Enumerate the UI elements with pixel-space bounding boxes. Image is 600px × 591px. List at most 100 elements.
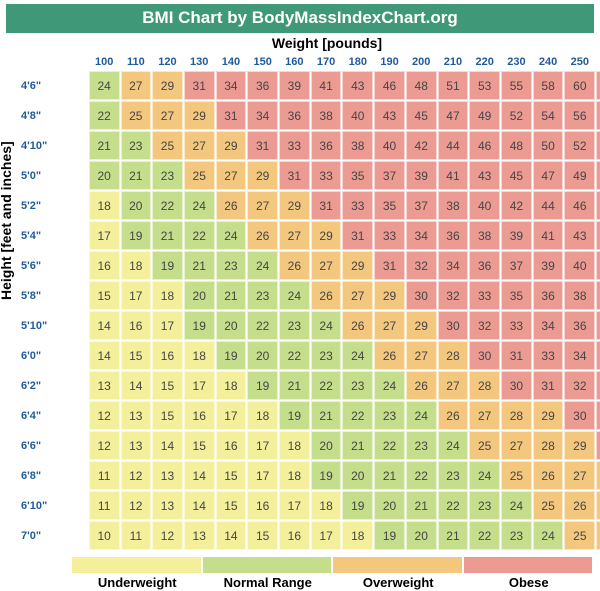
bmi-cell: 33: [501, 311, 532, 340]
bmi-cell: 29: [596, 461, 600, 490]
bmi-cell: 43: [342, 71, 373, 100]
bmi-cell: 46: [469, 131, 500, 160]
bmi-cell: 25: [501, 461, 532, 490]
bmi-cell: 45: [596, 221, 600, 250]
bmi-cell: 15: [121, 341, 152, 370]
table-row: 5'10"1416171920222324262729303233343637: [53, 311, 600, 340]
bmi-cell: 12: [121, 461, 152, 490]
bmi-cell: 39: [533, 251, 564, 280]
bmi-cell: 47: [533, 161, 564, 190]
bmi-cell: 42: [596, 251, 600, 280]
bmi-cell: 32: [438, 281, 469, 310]
bmi-cell: 21: [342, 431, 373, 460]
bmi-cell: 18: [89, 191, 120, 220]
bmi-cell: 58: [533, 71, 564, 100]
row-header: 5'8": [19, 281, 54, 310]
bmi-cell: 46: [564, 191, 595, 220]
column-header: 120: [152, 54, 183, 70]
bmi-cell: 26: [247, 221, 278, 250]
bmi-cell: 27: [596, 491, 600, 520]
bmi-cell: 17: [216, 401, 247, 430]
bmi-cell: 27: [374, 311, 405, 340]
column-header: 150: [247, 54, 278, 70]
bmi-cell: 14: [89, 341, 120, 370]
bmi-cell: 19: [184, 311, 215, 340]
bmi-cell: 32: [564, 371, 595, 400]
bmi-cell: 24: [311, 311, 342, 340]
bmi-cell: 22: [406, 461, 437, 490]
table-row: 4'6"2427293134363941434648515355586063: [53, 71, 600, 100]
bmi-cell: 38: [438, 191, 469, 220]
bmi-cell: 30: [564, 401, 595, 430]
bmi-cell: 22: [438, 491, 469, 520]
bmi-cell: 14: [184, 461, 215, 490]
bmi-cell: 22: [374, 431, 405, 460]
bmi-cell: 29: [374, 281, 405, 310]
bmi-cell: 23: [501, 521, 532, 550]
bmi-cell: 16: [89, 251, 120, 280]
bmi-cell: 34: [564, 341, 595, 370]
column-header: 170: [311, 54, 342, 70]
bmi-cell: 36: [311, 131, 342, 160]
column-header: 210: [438, 54, 469, 70]
bmi-cell: 22: [469, 521, 500, 550]
bmi-cell: 20: [89, 161, 120, 190]
bmi-cell: 27: [438, 371, 469, 400]
bmi-cell: 31: [501, 341, 532, 370]
bmi-cell: 34: [247, 101, 278, 130]
bmi-cell: 31: [216, 101, 247, 130]
bmi-cell: 49: [469, 101, 500, 130]
bmi-cell: 45: [406, 101, 437, 130]
bmi-cell: 25: [121, 101, 152, 130]
legend-label: Obese: [464, 575, 595, 590]
legend-label: Underweight: [72, 575, 203, 590]
column-header: 240: [533, 54, 564, 70]
bmi-cell: 26: [342, 311, 373, 340]
row-header: 6'0": [19, 341, 54, 370]
bmi-cell: 39: [501, 221, 532, 250]
bmi-cell: 20: [311, 431, 342, 460]
bmi-cell: 18: [121, 251, 152, 280]
bmi-cell: 43: [469, 161, 500, 190]
bmi-cell: 27: [311, 251, 342, 280]
bmi-cell: 23: [311, 341, 342, 370]
bmi-cell: 36: [469, 251, 500, 280]
row-header: 4'8": [19, 101, 54, 130]
bmi-cell: 45: [501, 161, 532, 190]
column-header-row: 1001101201301401501601701801902002102202…: [53, 54, 600, 70]
bmi-cell: 21: [216, 281, 247, 310]
row-header: 5'0": [19, 161, 54, 190]
bmi-cell: 23: [247, 281, 278, 310]
table-row: 6'0"1415161819202223242627283031333435: [53, 341, 600, 370]
bmi-cell: 35: [374, 191, 405, 220]
bmi-cell: 23: [342, 371, 373, 400]
legend-swatch: [333, 557, 462, 573]
bmi-cell: 34: [406, 221, 437, 250]
bmi-cell: 31: [279, 161, 310, 190]
bmi-cell: 19: [216, 341, 247, 370]
bmi-cell: 35: [342, 161, 373, 190]
bmi-cell: 27: [501, 431, 532, 460]
bmi-table-wrapper: 1001101201301401501601701801902002102202…: [6, 53, 594, 551]
bmi-cell: 20: [342, 461, 373, 490]
column-header: 130: [184, 54, 215, 70]
bmi-cell: 18: [279, 461, 310, 490]
bmi-cell: 19: [342, 491, 373, 520]
bmi-cell: 29: [216, 131, 247, 160]
row-header: 6'2": [19, 371, 54, 400]
bmi-cell: 43: [564, 221, 595, 250]
column-header: 100: [89, 54, 120, 70]
bmi-cell: 27: [121, 71, 152, 100]
bmi-cell: 40: [564, 251, 595, 280]
column-header: 180: [342, 54, 373, 70]
bmi-cell: 39: [406, 161, 437, 190]
bmi-cell: 24: [533, 521, 564, 550]
bmi-cell: 20: [184, 281, 215, 310]
bmi-cell: 36: [438, 221, 469, 250]
column-header: 160: [279, 54, 310, 70]
bmi-cell: 17: [311, 521, 342, 550]
bmi-cell: 44: [438, 131, 469, 160]
bmi-cell: 31: [247, 131, 278, 160]
bmi-cell: 16: [247, 491, 278, 520]
bmi-cell: 24: [406, 401, 437, 430]
